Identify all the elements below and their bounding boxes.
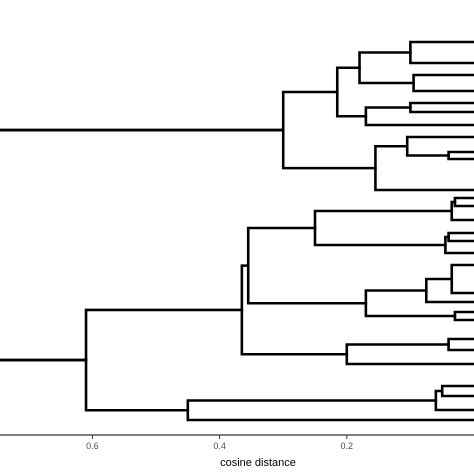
dendrogram-branch-m3 (358, 51, 415, 85)
dendrogram-branch-m13 (447, 231, 474, 243)
dendrogram-branch-m18 (453, 310, 474, 322)
dendrogram-branch-m17 (425, 277, 474, 304)
dendrogram-branch-m10 (281, 90, 377, 170)
dendrogram-branch-m27 (84, 308, 244, 412)
x-tick-label: 0.4 (213, 441, 226, 451)
x-tick-label: 0.2 (341, 441, 354, 451)
dendrogram-branch-m7 (447, 150, 474, 161)
dendrogram-branch-m24 (440, 384, 474, 398)
dendrogram-branch-m16 (450, 263, 474, 295)
dendrogram-branch-m26 (186, 399, 474, 422)
x-axis-title: cosine distance (220, 457, 296, 469)
dendrogram-branch-m21 (447, 337, 474, 352)
x-tick-label: 0.6 (86, 441, 99, 451)
dendrogram-branch-m5 (364, 106, 474, 127)
dendrogram-branch-m20 (246, 226, 368, 305)
dendrogram-branch-m11 (453, 196, 474, 208)
dendrogram-branches (0, 40, 474, 422)
dendrogram-branch-m15 (313, 209, 454, 247)
dendrogram-branch-m4 (409, 101, 474, 114)
dendrogram-branch-m2 (412, 73, 474, 93)
x-axis: 0.80.60.40.2 (0, 434, 474, 451)
dendrogram-branch-m1 (409, 40, 474, 65)
dendrogram-branch-m6 (335, 66, 368, 118)
dendrogram-branch-m23 (240, 264, 349, 356)
dendrogram-branch-m22 (345, 343, 474, 366)
